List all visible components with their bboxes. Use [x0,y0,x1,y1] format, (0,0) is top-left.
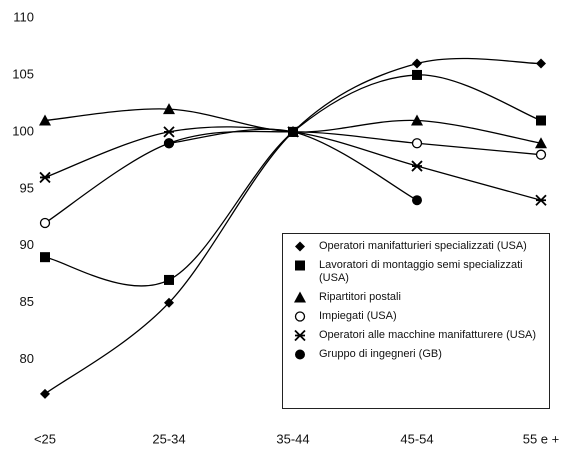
x-tick-label: 25-34 [152,431,185,446]
legend-icon [295,260,305,271]
marker [412,69,422,80]
legend-item: Operatori alle macchine manifatturere (U… [291,329,543,342]
marker [39,114,51,126]
marker [164,297,174,308]
legend-label: Ripartitori postali [319,291,401,303]
marker [295,241,305,252]
marker [535,137,547,149]
legend-icon [294,329,306,342]
legend-label: Lavoratori di montaggio semi specializza… [319,259,523,284]
legend: Operatori manifatturieri specializzati (… [282,233,550,409]
legend-label: Gruppo di ingegneri (GB) [319,348,442,360]
marker [164,274,174,285]
y-tick-label: 85 [20,294,34,309]
marker [294,311,306,322]
legend-label: Impiegati (USA) [319,310,397,322]
series-line [168,128,418,201]
marker [536,58,546,69]
y-tick-label: 105 [12,66,34,81]
marker [412,58,422,69]
legend-item: Impiegati (USA) [291,310,543,323]
marker [295,260,305,271]
series-line [44,126,542,201]
y-tick-label: 90 [20,237,34,252]
marker [39,217,51,229]
marker [40,388,50,399]
y-tick-label: 100 [12,123,34,138]
marker [40,252,50,263]
x-tick-label: 35-44 [276,431,309,446]
marker [39,171,51,184]
y-tick-label: 80 [20,351,34,366]
x-tick-label: <25 [34,431,56,446]
x-tick-label: 55 e + [523,431,560,446]
marker [163,126,175,138]
marker [163,103,175,115]
marker [535,149,547,160]
marker [411,160,423,172]
marker [288,126,298,137]
marker [164,138,174,149]
series-line [44,130,542,224]
x-tick-label: 45-54 [400,431,433,446]
legend-label: Operatori manifatturieri specializzati (… [319,240,527,252]
legend-item: Gruppo di ingegneri (GB) [291,348,543,361]
legend-item: Lavoratori di montaggio semi specializza… [291,259,543,285]
marker [535,194,547,206]
marker [536,115,546,126]
legend-icon [295,349,305,360]
legend-icon [294,291,306,303]
y-tick-label: 95 [20,180,34,195]
marker [295,349,305,360]
marker [411,138,423,149]
marker [294,329,306,342]
legend-icon [294,311,306,322]
legend-icon [295,241,305,252]
legend-item: Ripartitori postali [291,291,543,304]
marker [412,195,422,206]
y-tick-label: 110 [13,9,34,24]
legend-item: Operatori manifatturieri specializzati (… [291,240,543,253]
marker [294,291,306,303]
marker [411,114,423,126]
legend-label: Operatori alle macchine manifatturere (U… [319,329,537,341]
